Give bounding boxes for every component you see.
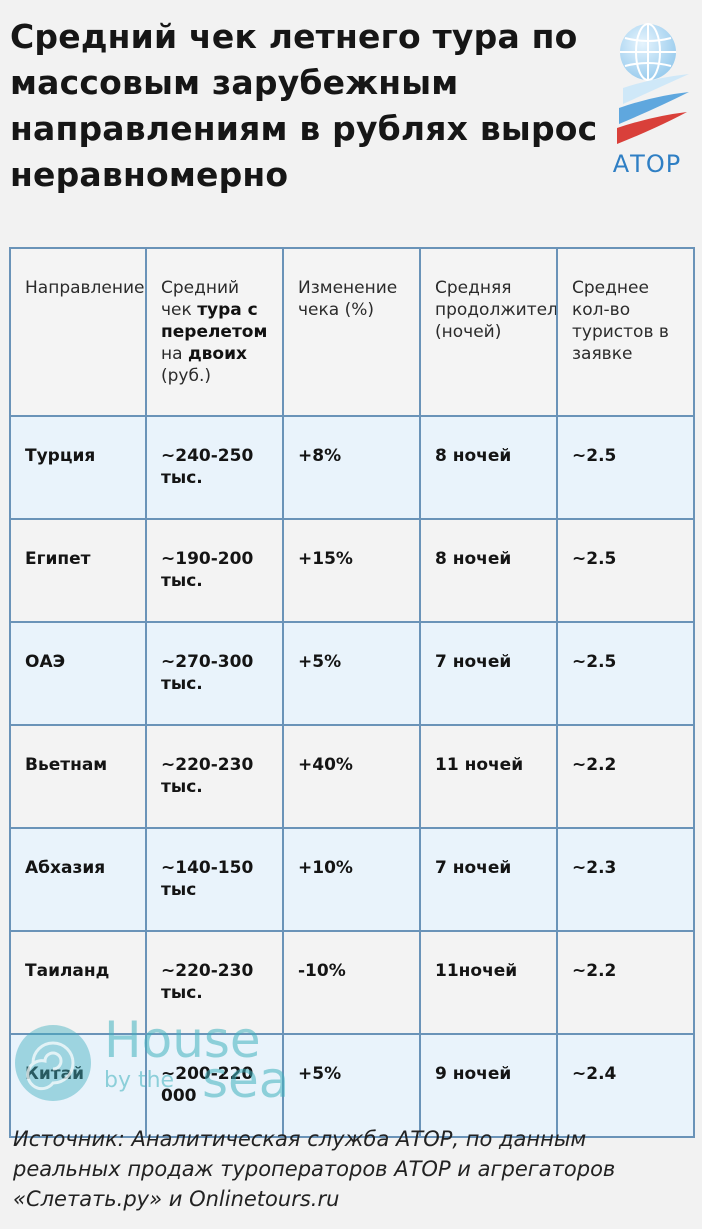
- cell-tourists: ~2.3: [556, 827, 695, 932]
- source-note: Источник: Аналитическая служба АТОР, по …: [13, 1127, 616, 1211]
- header-check-bold-2: двоих: [187, 344, 247, 364]
- header-check-text-3: (руб.): [161, 366, 212, 386]
- header-check-text-1: Средний чек: [161, 278, 240, 320]
- table-row: Вьетнам ~220-230 тыс. +40% 11 ночей ~2.2: [9, 724, 695, 829]
- cell-duration: 7 ночей: [419, 621, 558, 726]
- cell-tourists: ~2.4: [556, 1033, 695, 1138]
- cell-direction: Египет: [9, 518, 147, 623]
- header-check-bold-1: тура с перелетом: [161, 300, 268, 342]
- cell-duration: 9 ночей: [419, 1033, 558, 1138]
- header-direction: Направление: [9, 247, 147, 417]
- cell-duration: 7 ночей: [419, 827, 558, 932]
- table-row: Турция ~240-250 тыс. +8% 8 ночей ~2.5: [9, 415, 695, 520]
- cell-tourists: ~2.2: [556, 724, 695, 829]
- cell-direction: Таиланд: [9, 930, 147, 1035]
- cell-duration: 11ночей: [419, 930, 558, 1035]
- cell-check: ~220-230 тыс.: [145, 930, 284, 1035]
- cell-tourists: ~2.5: [556, 621, 695, 726]
- data-table: Направление Средний чек тура с перелетом…: [9, 247, 695, 1138]
- header-duration: Средняя продолжительность (ночей): [419, 247, 558, 417]
- cell-duration: 11 ночей: [419, 724, 558, 829]
- cell-check: ~270-300 тыс.: [145, 621, 284, 726]
- cell-change: +15%: [282, 518, 421, 623]
- cell-change: +5%: [282, 621, 421, 726]
- cell-check: ~190-200 тыс.: [145, 518, 284, 623]
- cell-direction: Вьетнам: [9, 724, 147, 829]
- cell-tourists: ~2.5: [556, 518, 695, 623]
- cell-change: +5%: [282, 1033, 421, 1138]
- cell-check: ~140-150 тыс: [145, 827, 284, 932]
- header-check: Средний чек тура с перелетом на двоих (р…: [145, 247, 284, 417]
- cell-check: ~240-250 тыс.: [145, 415, 284, 520]
- table-row: Египет ~190-200 тыс. +15% 8 ночей ~2.5: [9, 518, 695, 623]
- cell-duration: 8 ночей: [419, 415, 558, 520]
- ator-logo-text: АТОР: [612, 150, 682, 178]
- cell-tourists: ~2.5: [556, 415, 695, 520]
- cell-change: +8%: [282, 415, 421, 520]
- globe-icon: [617, 23, 689, 144]
- table-row: ОАЭ ~270-300 тыс. +5% 7 ночей ~2.5: [9, 621, 695, 726]
- header-check-text-2: на: [161, 344, 188, 364]
- cell-change: +10%: [282, 827, 421, 932]
- header-tourists: Среднее кол-во туристов в заявке: [556, 247, 695, 417]
- cell-change: +40%: [282, 724, 421, 829]
- cell-change: -10%: [282, 930, 421, 1035]
- cell-direction: Абхазия: [9, 827, 147, 932]
- cell-check: ~200-220 000: [145, 1033, 284, 1138]
- cell-direction: Турция: [9, 415, 147, 520]
- ator-logo: АТОР: [603, 22, 693, 184]
- table-row: Абхазия ~140-150 тыс +10% 7 ночей ~2.3: [9, 827, 695, 932]
- cell-direction: ОАЭ: [9, 621, 147, 726]
- table-row: Китай ~200-220 000 +5% 9 ночей ~2.4: [9, 1033, 695, 1138]
- header-change: Изменение чека (%): [282, 247, 421, 417]
- table-row: Таиланд ~220-230 тыс. -10% 11ночей ~2.2: [9, 930, 695, 1035]
- cell-duration: 8 ночей: [419, 518, 558, 623]
- cell-check: ~220-230 тыс.: [145, 724, 284, 829]
- table-header-row: Направление Средний чек тура с перелетом…: [9, 247, 695, 417]
- cell-tourists: ~2.2: [556, 930, 695, 1035]
- cell-direction: Китай: [9, 1033, 147, 1138]
- page-title: Средний чек летнего тура по массовым зар…: [10, 17, 598, 194]
